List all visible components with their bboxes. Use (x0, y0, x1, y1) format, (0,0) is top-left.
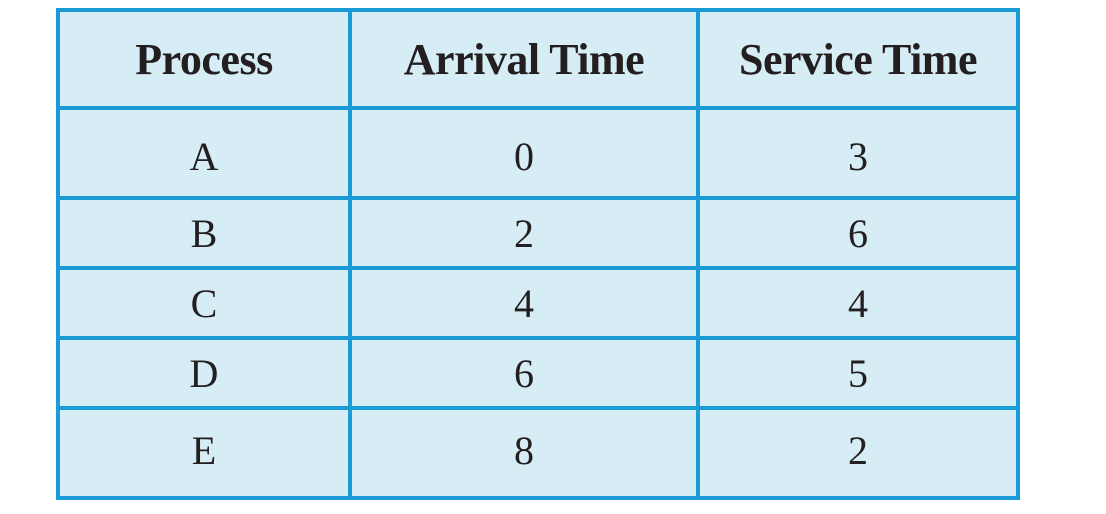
header-arrival-time: Arrival Time (348, 8, 700, 110)
cell-arrival-time: 2 (348, 196, 700, 270)
header-row: Process Arrival Time Service Time (56, 8, 1020, 110)
table-body: A 0 3 B 2 6 C 4 4 D 6 5 E 8 2 (56, 106, 1020, 500)
cell-arrival-time: 0 (348, 106, 700, 200)
cell-service-time: 3 (696, 106, 1020, 200)
cell-service-time: 5 (696, 336, 1020, 410)
cell-process: E (56, 406, 352, 500)
table-row: A 0 3 (56, 106, 1020, 200)
table-row: B 2 6 (56, 196, 1020, 270)
cell-process: D (56, 336, 352, 410)
cell-arrival-time: 8 (348, 406, 700, 500)
process-table: Process Arrival Time Service Time A 0 3 … (56, 8, 1020, 500)
cell-service-time: 2 (696, 406, 1020, 500)
table-header: Process Arrival Time Service Time (56, 8, 1020, 110)
cell-process: A (56, 106, 352, 200)
cell-process: C (56, 266, 352, 340)
cell-arrival-time: 6 (348, 336, 700, 410)
header-process: Process (56, 8, 352, 110)
table-row: D 6 5 (56, 336, 1020, 410)
cell-service-time: 4 (696, 266, 1020, 340)
cell-process: B (56, 196, 352, 270)
table-row: E 8 2 (56, 406, 1020, 500)
cell-arrival-time: 4 (348, 266, 700, 340)
cell-service-time: 6 (696, 196, 1020, 270)
header-service-time: Service Time (696, 8, 1020, 110)
table-row: C 4 4 (56, 266, 1020, 340)
